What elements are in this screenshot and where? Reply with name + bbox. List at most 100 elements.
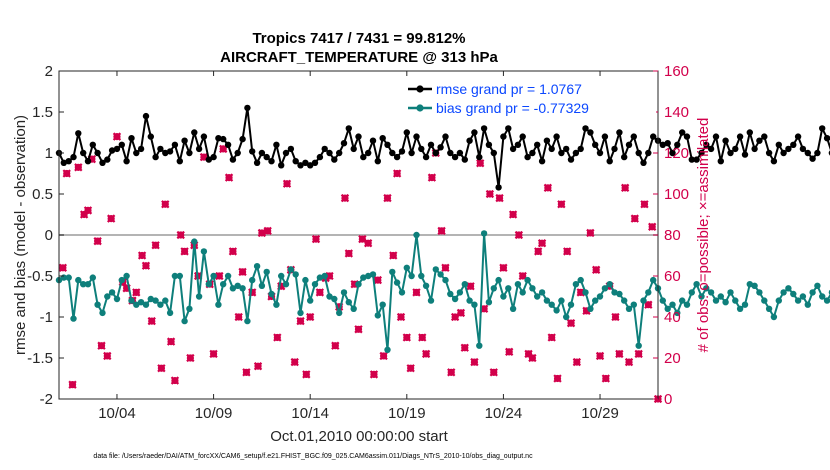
bias-point bbox=[403, 264, 410, 271]
rmse-point bbox=[572, 149, 580, 157]
x-tick-label: 10/09 bbox=[195, 405, 233, 422]
bias-point bbox=[712, 297, 720, 304]
bias-point bbox=[596, 293, 604, 300]
bias-point bbox=[389, 268, 396, 276]
rmse-point bbox=[398, 148, 406, 155]
rmse-point bbox=[302, 159, 309, 166]
rmse-point bbox=[200, 133, 208, 140]
rmse-point bbox=[606, 158, 613, 165]
bias-point bbox=[215, 301, 222, 308]
rmse-point bbox=[350, 145, 357, 153]
bias-point bbox=[577, 276, 584, 284]
x-tick-label: 10/24 bbox=[485, 405, 523, 422]
bias-point bbox=[220, 281, 227, 288]
bias-point bbox=[302, 276, 309, 284]
rmse-point bbox=[447, 149, 454, 157]
obs-assimilated-marker bbox=[253, 362, 263, 371]
bias-point bbox=[616, 290, 623, 298]
bias-point bbox=[548, 301, 555, 308]
data-file-footnote: data file: /Users/raeder/DAI/ATM_forcXX/… bbox=[93, 453, 533, 460]
bias-point bbox=[703, 285, 710, 292]
bias-point bbox=[476, 342, 483, 349]
rmse-point bbox=[408, 149, 415, 157]
obs-assimilated-marker bbox=[514, 230, 524, 240]
rmse-point bbox=[422, 153, 430, 161]
rmse-point bbox=[355, 133, 362, 140]
rmse-point bbox=[287, 145, 295, 153]
obs-assimilated-marker bbox=[166, 337, 176, 346]
rmse-point bbox=[567, 156, 575, 163]
y-axis-right-ticks: 0 20 40 60 80 100 120 140 160 bbox=[653, 63, 689, 408]
bias-point bbox=[321, 272, 328, 280]
rmse-point bbox=[418, 145, 425, 153]
bias-point bbox=[543, 297, 551, 304]
bias-point bbox=[427, 297, 435, 304]
bias-point bbox=[104, 293, 111, 300]
rmse-point bbox=[336, 149, 343, 157]
bias-point bbox=[191, 238, 198, 245]
obs-assimilated-marker bbox=[62, 169, 71, 178]
obs-assimilated-marker bbox=[572, 357, 582, 367]
obs-assimilated-marker bbox=[379, 351, 388, 361]
y-left-tick-label: 1.5 bbox=[32, 104, 53, 121]
obs-assimilated-marker bbox=[421, 349, 431, 359]
obs-assimilated-marker bbox=[450, 312, 460, 322]
bias-point bbox=[340, 289, 348, 296]
rmse-point bbox=[263, 153, 270, 161]
rmse-point bbox=[89, 141, 97, 148]
rmse-point bbox=[137, 145, 145, 153]
bias-point bbox=[751, 282, 758, 289]
bias-series-layer bbox=[55, 230, 830, 353]
bias-point bbox=[326, 293, 333, 300]
rmse-point bbox=[659, 141, 666, 148]
rmse-point bbox=[529, 149, 536, 157]
obs-assimilated-marker bbox=[566, 318, 576, 328]
bias-point bbox=[210, 272, 217, 280]
rmse-point bbox=[389, 149, 396, 157]
obs-assimilated-marker bbox=[58, 263, 68, 272]
bias-point bbox=[181, 317, 188, 325]
rmse-point bbox=[509, 145, 517, 153]
obs-assimilated-marker bbox=[591, 265, 601, 275]
obs-assimilated-marker bbox=[358, 234, 367, 244]
obs-assimilated-marker bbox=[476, 159, 485, 168]
bias-point bbox=[447, 290, 454, 298]
y-right-tick-label: 20 bbox=[664, 350, 681, 367]
rmse-point bbox=[582, 125, 589, 132]
obs-assimilated-marker bbox=[311, 234, 321, 244]
bias-point bbox=[780, 289, 787, 296]
rmse-point bbox=[823, 135, 830, 142]
bias-point bbox=[794, 297, 802, 304]
rmse-point bbox=[794, 133, 802, 140]
bias-point bbox=[558, 297, 565, 304]
rmse-point bbox=[732, 145, 739, 153]
bias-point bbox=[142, 301, 150, 308]
bias-point bbox=[263, 268, 270, 276]
bias-point bbox=[398, 289, 406, 296]
rmse-point bbox=[485, 141, 493, 148]
obs-assimilated-marker bbox=[161, 200, 170, 209]
rmse-point bbox=[761, 133, 768, 140]
rmse-point bbox=[505, 125, 512, 132]
obs-assimilated-marker bbox=[234, 312, 243, 322]
y-right-tick-label: 120 bbox=[664, 145, 689, 162]
rmse-point bbox=[712, 133, 720, 140]
rmse-point bbox=[437, 144, 444, 151]
rmse-point bbox=[717, 158, 724, 165]
bias-point bbox=[601, 285, 609, 292]
bias-point bbox=[471, 301, 478, 308]
rmse-point bbox=[563, 145, 570, 153]
obs-assimilated-marker bbox=[611, 312, 620, 322]
bias-point bbox=[292, 271, 299, 278]
rmse-point bbox=[809, 155, 816, 162]
bias-point bbox=[162, 297, 169, 304]
bias-point bbox=[442, 276, 449, 284]
rmse-point bbox=[650, 133, 657, 140]
bias-point bbox=[205, 281, 212, 288]
bias-point bbox=[307, 297, 314, 304]
obs-assimilated-marker bbox=[392, 169, 402, 178]
bias-point bbox=[379, 301, 386, 308]
rmse-point bbox=[548, 145, 555, 153]
bias-point bbox=[495, 276, 502, 284]
obs-assimilated-marker bbox=[151, 241, 160, 250]
